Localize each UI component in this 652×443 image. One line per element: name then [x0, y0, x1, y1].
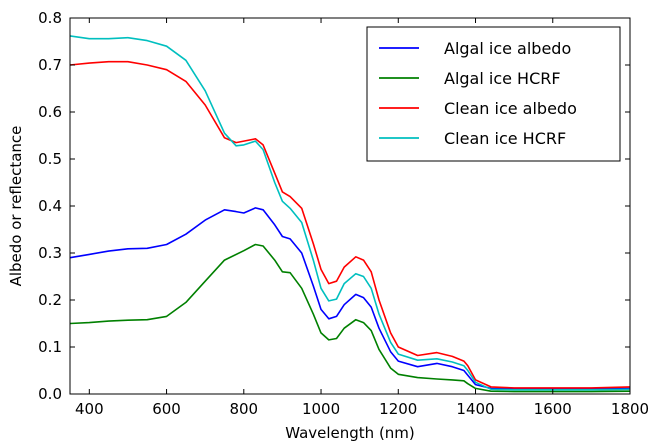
y-tick-label: 0.6: [38, 103, 62, 121]
series-line-clean-ice-albedo: [69, 60, 631, 389]
y-tick-label: 0.7: [38, 56, 62, 74]
x-tick-label: 1000: [302, 400, 340, 418]
x-tick-label: 1400: [456, 400, 494, 418]
x-tick-label: 800: [229, 400, 258, 418]
x-tick-label: 1800: [611, 400, 649, 418]
y-tick-label: 0.3: [38, 244, 62, 262]
legend-label: Algal ice albedo: [444, 39, 571, 58]
series-layer: [69, 35, 631, 393]
y-tick-label: 0.0: [38, 385, 62, 403]
y-tick-label: 0.4: [38, 197, 62, 215]
series-line-clean-ice-hcrf: [69, 35, 631, 391]
y-tick-label: 0.1: [38, 338, 62, 356]
legend: Algal ice albedo Algal ice HCRF Clean ice …: [366, 26, 621, 162]
x-tick-label: 400: [75, 400, 104, 418]
y-axis-title: Albedo or reflectance: [7, 126, 25, 287]
legend-label: Algal ice HCRF: [444, 69, 561, 88]
ticks-layer: 400 600 800 1000 1200 1400 1600 1800 0.0 0.1 0.2 0.…: [38, 9, 649, 418]
y-tick-label: 0.5: [38, 150, 62, 168]
x-axis-title: Wavelength (nm): [285, 424, 415, 442]
x-tick-label: 1200: [379, 400, 417, 418]
x-tick-label: 1600: [534, 400, 572, 418]
series-line-algal-ice-albedo: [69, 207, 631, 390]
x-tick-label: 600: [152, 400, 181, 418]
legend-label: Clean ice albedo: [444, 99, 577, 118]
legend-label: Clean ice HCRF: [444, 129, 566, 148]
series-line-algal-ice-hcrf: [69, 243, 631, 393]
y-tick-label: 0.8: [38, 9, 62, 27]
y-tick-label: 0.2: [38, 291, 62, 309]
